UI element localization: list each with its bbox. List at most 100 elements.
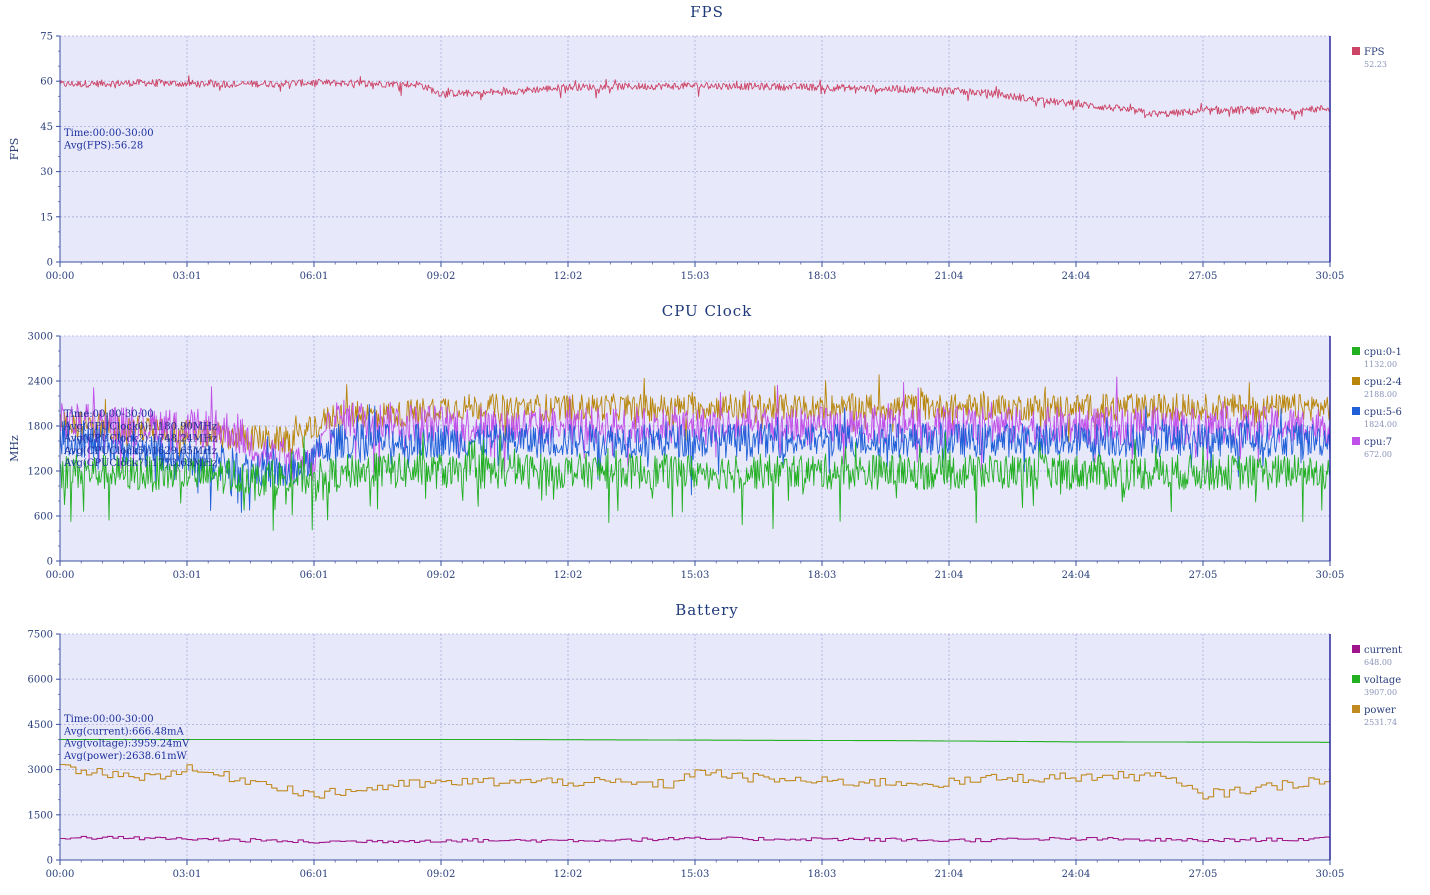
- y-tick-label: 1500: [28, 810, 53, 821]
- x-tick-label: 27:05: [1189, 570, 1218, 581]
- legend-swatch: [1352, 347, 1360, 355]
- legend-swatch: [1352, 377, 1360, 385]
- legend-value: 2188.00: [1364, 390, 1397, 399]
- x-tick-label: 27:05: [1189, 869, 1218, 880]
- y-tick-label: 0: [47, 258, 53, 269]
- x-tick-label: 06:01: [300, 570, 329, 581]
- y-axis-label: FPS: [8, 138, 21, 161]
- y-tick-label: 15: [40, 212, 53, 223]
- x-tick-label: 09:02: [427, 271, 456, 282]
- x-tick-label: 30:05: [1316, 570, 1345, 581]
- stats-annotation: Time:00:00-30:00: [64, 128, 154, 139]
- legend-value: 3907.00: [1364, 688, 1397, 697]
- legend-label: cpu:2-4: [1364, 377, 1402, 388]
- legend-label: voltage: [1363, 675, 1401, 686]
- x-tick-label: 30:05: [1316, 869, 1345, 880]
- y-tick-label: 600: [34, 512, 53, 523]
- legend-item-cpu-7[interactable]: cpu:7 672.00: [1352, 437, 1392, 459]
- chart-panel-0: 0 15 30 45 60 75 00:00 03:01 06:01 09:02 12:02 15:0…: [8, 3, 1387, 282]
- x-tick-label: 15:03: [681, 271, 710, 282]
- chart-panel-2: 0 1500 3000 4500 6000 7500 00:00 03:01 06:01 09:0…: [28, 601, 1402, 880]
- x-tick-label: 12:02: [554, 570, 583, 581]
- legend-item-voltage[interactable]: voltage 3907.00: [1352, 675, 1401, 697]
- series-line-power: [60, 763, 1331, 800]
- x-tick-label: 06:01: [300, 271, 329, 282]
- x-tick-label: 30:05: [1316, 271, 1345, 282]
- x-tick-label: 09:02: [427, 570, 456, 581]
- x-tick-label: 18:03: [808, 869, 837, 880]
- legend-swatch: [1352, 407, 1360, 415]
- x-tick-label: 00:00: [46, 271, 75, 282]
- legend-value: 1132.00: [1364, 360, 1397, 369]
- x-tick-label: 03:01: [173, 869, 202, 880]
- legend-value: 672.00: [1364, 450, 1392, 459]
- stats-annotation: Avg(CPUClock5):1629.65MHz: [63, 446, 217, 457]
- legend-item-power[interactable]: power 2531.74: [1352, 705, 1397, 727]
- y-tick-label: 3000: [28, 765, 53, 776]
- legend-label: cpu:7: [1364, 437, 1392, 448]
- legend-value: 648.00: [1364, 658, 1392, 667]
- x-tick-label: 00:00: [46, 869, 75, 880]
- y-tick-label: 1200: [28, 467, 53, 478]
- legend-item-current[interactable]: current 648.00: [1352, 645, 1402, 667]
- y-axis-label: MHz: [8, 435, 21, 462]
- stats-annotation: Avg(voltage):3959.24mV: [63, 739, 190, 750]
- x-tick-label: 27:05: [1189, 271, 1218, 282]
- y-tick-label: 1800: [28, 422, 53, 433]
- x-tick-label: 12:02: [554, 869, 583, 880]
- legend-swatch: [1352, 675, 1360, 683]
- stats-annotation: Time:00:00-30:00: [64, 409, 154, 420]
- y-tick-label: 60: [40, 77, 53, 88]
- legend-label: FPS: [1364, 47, 1385, 58]
- series-line-current: [60, 835, 1331, 844]
- legend-item-cpu-2-4[interactable]: cpu:2-4 2188.00: [1352, 377, 1402, 399]
- y-tick-label: 6000: [28, 675, 53, 686]
- y-tick-label: 3000: [28, 332, 53, 343]
- x-tick-label: 00:00: [46, 570, 75, 581]
- legend-swatch: [1352, 47, 1360, 55]
- legend-value: 2531.74: [1364, 718, 1397, 727]
- legend-swatch: [1352, 437, 1360, 445]
- x-tick-label: 15:03: [681, 570, 710, 581]
- y-tick-label: 7500: [28, 630, 53, 641]
- chart-title: Battery: [675, 601, 739, 619]
- series-line-cpu-0-1: [59, 431, 1331, 531]
- y-tick-label: 30: [40, 167, 53, 178]
- x-tick-label: 18:03: [808, 271, 837, 282]
- legend-item-cpu-0-1[interactable]: cpu:0-1 1132.00: [1352, 347, 1402, 369]
- legend-swatch: [1352, 705, 1360, 713]
- legend-value: 1824.00: [1364, 420, 1397, 429]
- x-tick-label: 24:04: [1062, 271, 1091, 282]
- legend-item-cpu-5-6[interactable]: cpu:5-6 1824.00: [1352, 407, 1402, 429]
- stats-annotation: Avg(FPS):56.28: [63, 140, 143, 151]
- legend-item-fps[interactable]: FPS 52.23: [1352, 47, 1387, 69]
- y-tick-label: 0: [47, 557, 53, 568]
- legend-label: current: [1364, 645, 1402, 656]
- y-tick-label: 4500: [28, 720, 53, 731]
- stats-annotation: Avg(CPUClock7):1773.63MHz: [63, 458, 217, 469]
- x-tick-label: 21:04: [935, 570, 964, 581]
- x-tick-label: 03:01: [173, 271, 202, 282]
- stats-annotation: Time:00:00-30:00: [64, 714, 154, 725]
- x-tick-label: 12:02: [554, 271, 583, 282]
- stats-annotation: Avg(current):666.48mA: [63, 726, 184, 737]
- chart-title: CPU Clock: [662, 302, 753, 320]
- chart-panel-1: 0 600 1200 1800 2400 3000 00:00 03:01 06:01 09:02…: [8, 302, 1402, 581]
- series-line-cpu-2-4: [59, 374, 1331, 469]
- y-tick-label: 75: [40, 32, 53, 43]
- x-tick-label: 21:04: [935, 869, 964, 880]
- legend-label: cpu:5-6: [1364, 407, 1402, 418]
- legend-value: 52.23: [1364, 60, 1387, 69]
- y-tick-label: 45: [40, 122, 53, 133]
- x-tick-label: 21:04: [935, 271, 964, 282]
- series-line-voltage: [60, 738, 1330, 743]
- x-tick-label: 06:01: [300, 869, 329, 880]
- x-tick-label: 18:03: [808, 570, 837, 581]
- stats-annotation: Avg(CPUClock2):1748.24MHz: [63, 434, 217, 445]
- legend-label: cpu:0-1: [1364, 347, 1402, 358]
- x-tick-label: 15:03: [681, 869, 710, 880]
- x-tick-label: 24:04: [1062, 570, 1091, 581]
- y-tick-label: 2400: [28, 377, 53, 388]
- legend-swatch: [1352, 645, 1360, 653]
